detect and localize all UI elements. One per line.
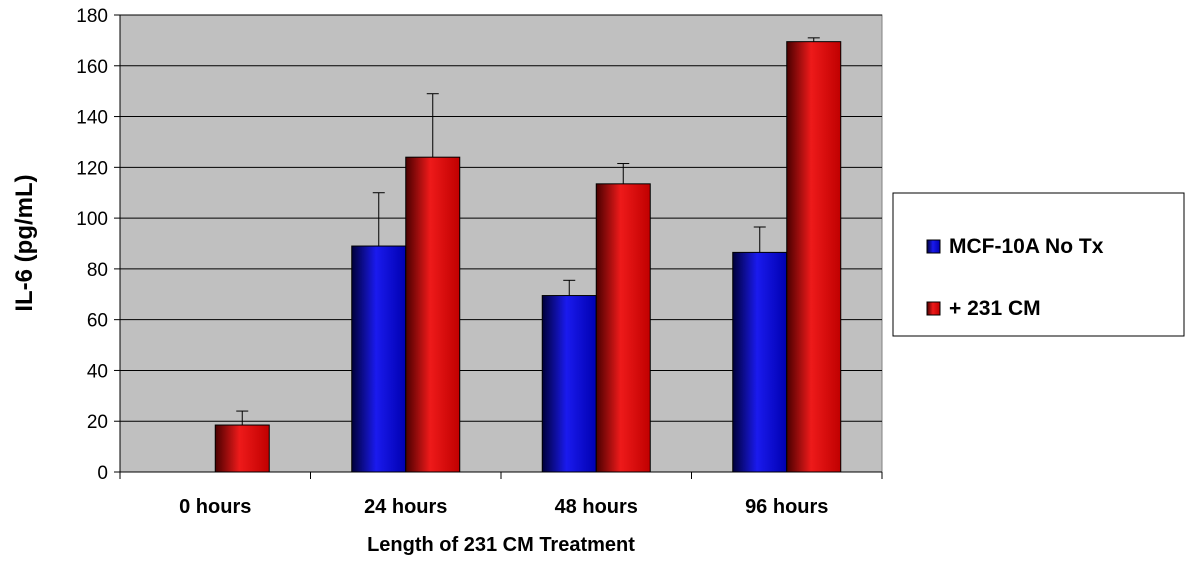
x-axis: 0 hours 24 hours 48 hours 96 hours — [119, 471, 883, 518]
bar-series-1 — [541, 295, 597, 473]
x-tick-label: 48 hours — [555, 496, 638, 518]
legend-label-series-2: + 231 CM — [949, 297, 1041, 320]
y-tick-label: 0 — [97, 463, 108, 484]
legend-box — [892, 192, 1185, 337]
legend-swatch-series-2 — [926, 301, 941, 316]
y-axis-title: IL-6 (pg/mL) — [11, 174, 38, 311]
y-axis: 0 20 40 60 80 100 120 140 160 180 — [76, 6, 121, 484]
x-tick-label: 0 hours — [179, 496, 251, 518]
legend: MCF-10A No Tx + 231 CM — [892, 192, 1185, 337]
legend-swatch-series-1 — [926, 239, 941, 254]
y-tick-label: 80 — [87, 260, 108, 281]
y-tick-label: 20 — [87, 412, 108, 433]
bar-series-2 — [595, 183, 651, 473]
legend-label-series-1: MCF-10A No Tx — [949, 235, 1104, 258]
y-tick-label: 60 — [87, 311, 108, 332]
bar-series-2 — [786, 41, 842, 473]
x-axis-title: Length of 231 CM Treatment — [367, 534, 635, 556]
bar-series-2 — [214, 424, 270, 473]
bar-series-2 — [405, 156, 461, 473]
y-tick-label: 180 — [76, 6, 108, 27]
bar-series-1 — [351, 245, 407, 473]
y-tick-label: 40 — [87, 361, 108, 382]
y-tick-label: 140 — [76, 108, 108, 129]
y-tick-label: 160 — [76, 57, 108, 78]
y-tick-label: 120 — [76, 158, 108, 179]
x-tick-label: 96 hours — [745, 496, 828, 518]
error-bars — [236, 37, 820, 426]
bars — [161, 41, 842, 473]
y-tick-label: 100 — [76, 209, 108, 230]
x-tick-label: 24 hours — [364, 496, 447, 518]
bar-series-1 — [732, 251, 788, 473]
